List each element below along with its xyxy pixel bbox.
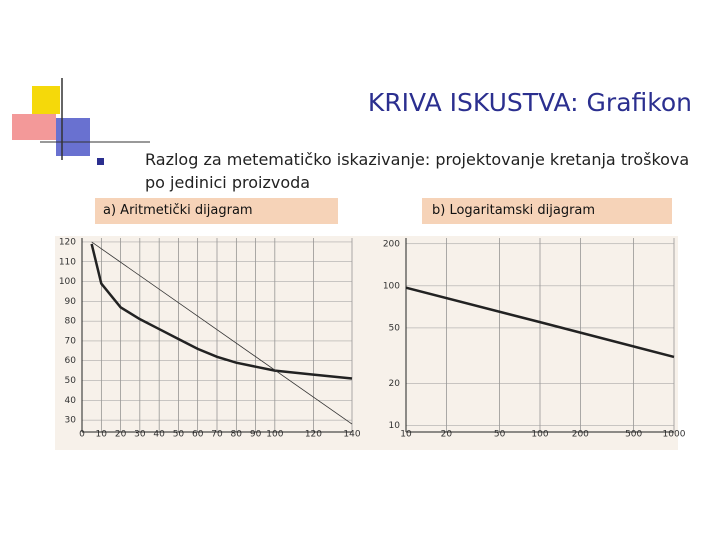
y-tick-label: 30 xyxy=(65,416,77,426)
bullet-text: Razlog za metematičko iskazivanje: proje… xyxy=(145,150,690,192)
y-tick-label: 110 xyxy=(59,257,76,267)
y-tick-label: 90 xyxy=(65,297,77,307)
x-tick-label: 90 xyxy=(250,430,262,440)
x-tick-label: 50 xyxy=(494,430,506,440)
y-tick-label: 80 xyxy=(65,317,77,327)
x-tick-label: 140 xyxy=(343,430,360,440)
y-tick-label: 120 xyxy=(59,237,76,247)
y-tick-label: 70 xyxy=(65,336,77,346)
series-line xyxy=(90,243,353,380)
x-tick-label: 10 xyxy=(400,430,412,440)
x-tick-label: 80 xyxy=(231,430,243,440)
x-tick-label: 10 xyxy=(96,430,108,440)
y-tick-label: 50 xyxy=(389,323,401,333)
x-tick-label: 50 xyxy=(173,430,185,440)
x-tick-label: 100 xyxy=(531,430,548,440)
x-tick-label: 20 xyxy=(115,430,127,440)
slide-title: KRIVA ISKUSTVA: Grafikon xyxy=(367,88,692,117)
x-tick-label: 20 xyxy=(441,430,453,440)
y-tick-label: 200 xyxy=(383,239,400,249)
x-tick-label: 0 xyxy=(79,430,85,440)
deco-blue xyxy=(56,118,90,156)
bullet-marker xyxy=(97,158,104,165)
y-tick-label: 40 xyxy=(65,396,77,406)
y-tick-label: 100 xyxy=(383,281,400,291)
x-tick-label: 30 xyxy=(134,430,146,440)
series-line xyxy=(405,286,675,359)
x-tick-label: 500 xyxy=(625,430,642,440)
x-tick-label: 1000 xyxy=(663,430,686,440)
x-tick-label: 70 xyxy=(211,430,223,440)
y-tick-label: 20 xyxy=(389,379,401,389)
x-tick-label: 40 xyxy=(153,430,165,440)
deco-yellow xyxy=(32,86,60,114)
y-tick-label: 100 xyxy=(59,277,76,287)
y-tick-label: 10 xyxy=(389,421,401,431)
x-tick-label: 200 xyxy=(572,430,589,440)
series-line xyxy=(91,241,353,425)
chart-area xyxy=(55,236,678,450)
chart-title: a) Aritmetički dijagram xyxy=(95,198,338,224)
deco-red xyxy=(12,114,56,140)
chart-title: b) Logaritamski dijagram xyxy=(422,198,672,224)
y-tick-label: 50 xyxy=(65,376,77,386)
x-tick-label: 120 xyxy=(305,430,322,440)
x-tick-label: 100 xyxy=(266,430,283,440)
y-tick-label: 60 xyxy=(65,356,77,366)
x-tick-label: 60 xyxy=(192,430,204,440)
